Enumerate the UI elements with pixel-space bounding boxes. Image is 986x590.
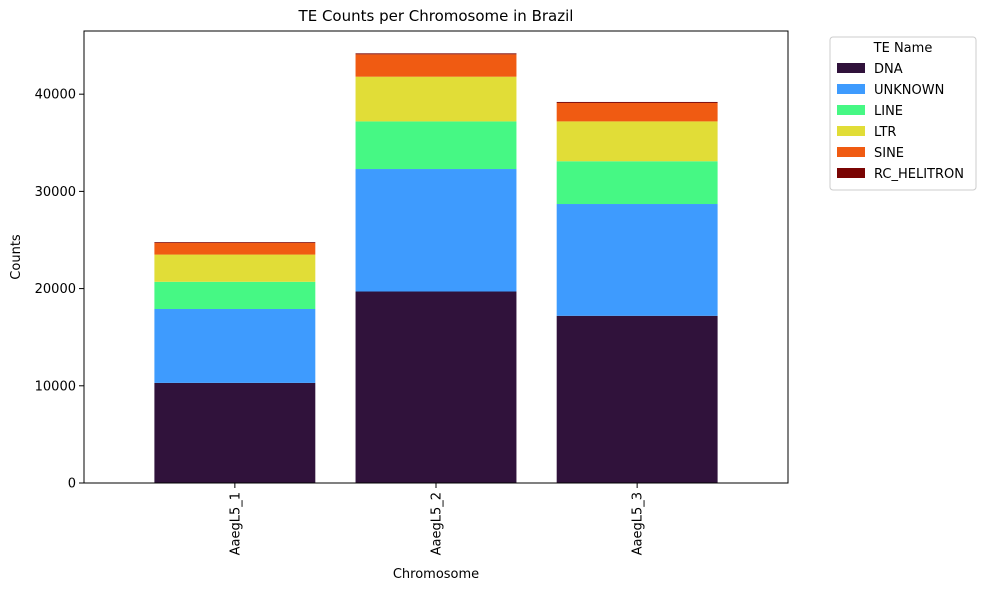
bar-unknown-aaegl5-3	[556, 204, 718, 316]
legend-swatch-line	[837, 105, 865, 115]
bar-dna-aaegl5-3	[556, 315, 718, 483]
bar-dna-aaegl5-2	[355, 291, 517, 483]
bar-line-aaegl5-3	[556, 161, 718, 205]
y-tick-label: 10000	[35, 379, 76, 394]
chart-title: TE Counts per Chromosome in Brazil	[298, 7, 574, 25]
y-tick-label: 0	[68, 477, 76, 492]
legend-swatch-dna	[837, 63, 865, 73]
bar-ltr-aaegl5-3	[556, 121, 718, 162]
y-tick-label: 20000	[35, 282, 76, 297]
y-tick-label: 40000	[35, 88, 76, 103]
x-tick-label: AaegL5_2	[430, 492, 445, 555]
legend-label-line: LINE	[874, 104, 903, 119]
legend-frame	[829, 36, 977, 191]
legend-swatch-sine	[837, 147, 865, 157]
legend-label-sine: SINE	[874, 146, 904, 161]
bar-unknown-aaegl5-2	[355, 169, 517, 292]
legend-label-unknown: UNKNOWN	[874, 83, 944, 98]
y-axis-label: Counts	[9, 234, 24, 280]
bar-sine-aaegl5-2	[355, 54, 517, 77]
legend-title: TE Name	[873, 41, 933, 56]
legend-swatch-rc-helitron	[837, 168, 865, 178]
legend-label-rc-helitron: RC_HELITRON	[874, 167, 964, 182]
bar-sine-aaegl5-3	[556, 102, 718, 122]
bar-rc-helitron-aaegl5-3	[556, 101, 718, 103]
x-tick-label: AaegL5_3	[631, 492, 646, 555]
y-axis: 0 10000 20000 30000 40000	[35, 88, 84, 492]
legend-label-dna: DNA	[874, 62, 903, 77]
x-axis-label: Chromosome	[393, 567, 479, 582]
legend-items: DNA UNKNOWN LINE LTR SINE RC_HELITRON	[837, 62, 964, 182]
bar-line-aaegl5-1	[154, 281, 316, 310]
bar-rc-helitron-aaegl5-2	[355, 53, 517, 55]
bars-group	[154, 53, 718, 483]
legend-swatch-unknown	[837, 84, 865, 94]
bar-ltr-aaegl5-2	[355, 76, 517, 122]
bar-sine-aaegl5-1	[154, 242, 316, 255]
x-tick-label: AaegL5_1	[228, 492, 243, 555]
bar-rc-helitron-aaegl5-1	[154, 242, 316, 243]
legend-label-ltr: LTR	[874, 125, 896, 140]
legend: TE Name DNA UNKNOWN LINE LTR SINE RC_HELITRON	[829, 36, 977, 191]
bar-dna-aaegl5-1	[154, 382, 316, 483]
y-tick-label: 30000	[35, 185, 76, 200]
legend-swatch-ltr	[837, 126, 865, 136]
x-axis: AaegL5_1 AaegL5_2 AaegL5_3	[228, 483, 646, 555]
bar-unknown-aaegl5-1	[154, 309, 316, 383]
bar-line-aaegl5-2	[355, 121, 517, 170]
bar-ltr-aaegl5-1	[154, 254, 316, 282]
